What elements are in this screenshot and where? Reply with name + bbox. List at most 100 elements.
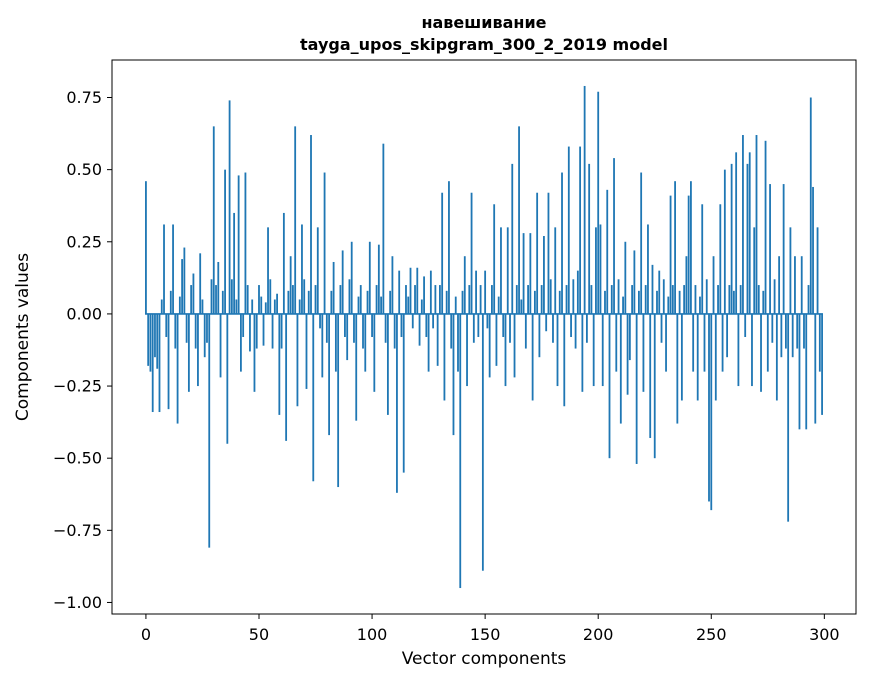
bar xyxy=(301,224,303,314)
bar xyxy=(190,285,193,314)
bar xyxy=(375,285,378,314)
bar xyxy=(377,244,380,314)
bar xyxy=(396,313,398,493)
bar xyxy=(165,313,168,337)
bar xyxy=(470,192,473,314)
bar xyxy=(475,270,477,314)
bar xyxy=(457,313,459,372)
bar xyxy=(224,169,226,314)
bar xyxy=(307,290,310,314)
bar xyxy=(818,313,821,372)
bar xyxy=(339,285,342,314)
bar xyxy=(671,285,674,314)
bar xyxy=(237,175,240,314)
bar xyxy=(570,313,572,337)
bar xyxy=(694,285,697,314)
bar xyxy=(434,285,437,314)
bar xyxy=(287,290,290,314)
bar xyxy=(669,195,672,314)
bar xyxy=(732,290,735,314)
bar xyxy=(685,256,688,314)
y-tick-label: −0.50 xyxy=(53,449,102,468)
bar xyxy=(373,313,376,392)
bar xyxy=(608,313,611,459)
bar xyxy=(719,204,722,314)
bar xyxy=(253,313,256,392)
bar xyxy=(690,181,692,314)
bar xyxy=(303,279,306,314)
bar xyxy=(708,313,710,502)
bar xyxy=(699,296,701,314)
bar xyxy=(522,233,525,314)
bar xyxy=(194,313,197,349)
bar xyxy=(459,313,462,589)
bar xyxy=(312,313,315,482)
bar xyxy=(705,279,708,314)
bar xyxy=(588,163,591,314)
bar xyxy=(728,285,731,314)
bar xyxy=(183,247,186,314)
bar xyxy=(678,290,681,314)
bar xyxy=(445,290,448,314)
bar xyxy=(348,279,351,314)
bar xyxy=(536,192,539,314)
bar xyxy=(809,97,812,314)
bar xyxy=(314,285,317,314)
bar xyxy=(502,313,505,337)
bars-group xyxy=(145,85,823,589)
bar xyxy=(278,313,281,415)
bar xyxy=(798,313,801,430)
bar xyxy=(610,285,613,314)
bar xyxy=(269,279,272,314)
bar xyxy=(665,313,667,372)
bar xyxy=(651,264,654,314)
bar xyxy=(775,313,778,401)
bar xyxy=(346,313,349,361)
bar xyxy=(466,313,468,387)
bar xyxy=(325,313,328,343)
bar xyxy=(258,285,260,314)
bar xyxy=(305,313,308,389)
bar xyxy=(520,299,523,314)
bar xyxy=(398,270,401,314)
bar xyxy=(717,285,719,314)
bar xyxy=(581,313,584,392)
bar xyxy=(364,313,367,372)
bar xyxy=(488,313,491,378)
bar xyxy=(583,85,586,314)
bar xyxy=(484,270,487,314)
bar xyxy=(527,285,529,314)
bar xyxy=(407,296,410,314)
bar xyxy=(316,227,319,314)
bar xyxy=(791,313,794,358)
bar xyxy=(289,256,292,314)
bar xyxy=(273,299,276,314)
bar xyxy=(468,285,471,314)
bar xyxy=(744,313,747,337)
bar xyxy=(771,313,774,343)
bar xyxy=(549,279,552,314)
bar xyxy=(285,313,288,441)
bar xyxy=(187,313,190,392)
bar xyxy=(167,313,170,410)
bar xyxy=(748,152,751,314)
bar xyxy=(240,313,242,372)
bar xyxy=(409,267,412,314)
bar xyxy=(778,256,781,314)
bar xyxy=(794,256,796,314)
bar xyxy=(276,293,278,314)
bar xyxy=(411,313,414,329)
bar xyxy=(264,302,267,314)
y-ticks-group: 0.75 0.50 0.25 0.00 −0.25 −0.50 −0.75 −1.00 xyxy=(53,88,112,612)
bar xyxy=(624,241,627,314)
bar xyxy=(635,313,638,464)
bar xyxy=(242,313,245,337)
bar xyxy=(531,313,534,401)
bar xyxy=(554,227,557,314)
bar xyxy=(380,296,383,314)
y-tick-label: 0.25 xyxy=(66,232,102,251)
bar xyxy=(298,299,301,314)
bar xyxy=(255,313,258,349)
bar xyxy=(450,313,453,349)
